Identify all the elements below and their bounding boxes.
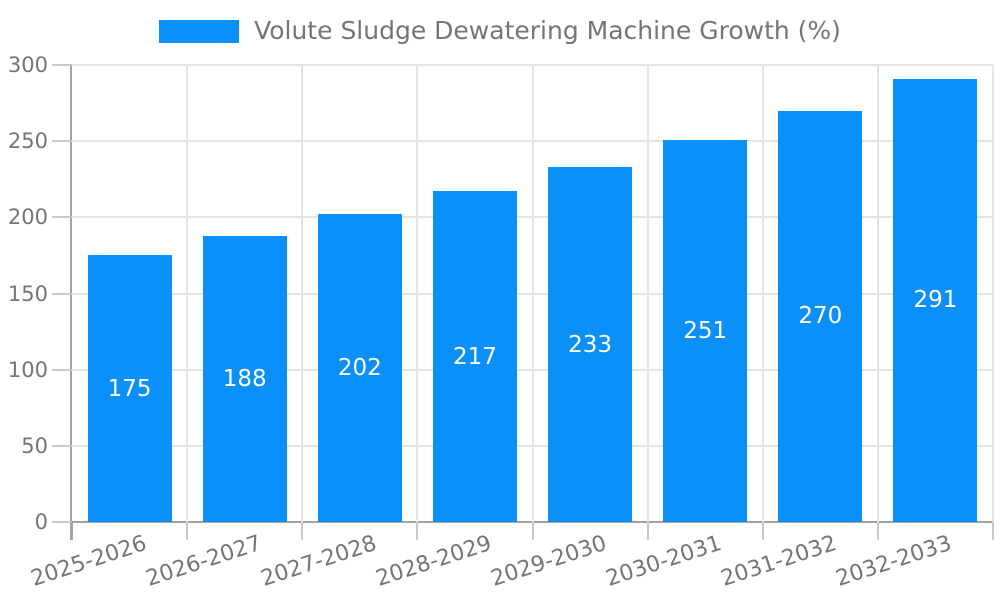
bar-2031-2032[interactable]: 270 bbox=[778, 110, 863, 522]
y-tick-label: 250 bbox=[7, 129, 48, 154]
x-axis-tick bbox=[992, 522, 994, 540]
gridline-vertical bbox=[992, 65, 994, 522]
gridline-vertical bbox=[301, 65, 304, 522]
y-tick-label: 150 bbox=[7, 281, 48, 306]
x-axis-tick bbox=[646, 522, 649, 540]
bar-value-label: 175 bbox=[107, 375, 152, 402]
bar-2027-2028[interactable]: 202 bbox=[317, 214, 402, 522]
bar-2030-2031[interactable]: 251 bbox=[663, 139, 748, 522]
y-axis-tick bbox=[52, 444, 72, 447]
bar-2032-2033[interactable]: 291 bbox=[893, 78, 978, 522]
bar-2029-2030[interactable]: 233 bbox=[548, 167, 633, 522]
bar-value-label: 188 bbox=[222, 365, 267, 392]
y-tick-label: 0 bbox=[34, 510, 48, 534]
y-tick-label: 200 bbox=[7, 205, 48, 230]
gridline-vertical bbox=[876, 65, 879, 522]
y-axis-tick bbox=[52, 521, 72, 523]
gridline-vertical bbox=[186, 65, 189, 522]
y-axis-tick bbox=[52, 64, 72, 66]
bar-2026-2027[interactable]: 188 bbox=[202, 235, 287, 522]
y-axis-tick bbox=[52, 216, 72, 219]
x-axis-tick bbox=[531, 522, 534, 540]
y-axis-tick bbox=[52, 292, 72, 295]
gridline-vertical bbox=[761, 65, 764, 522]
bar-value-label: 251 bbox=[683, 317, 728, 344]
legend-swatch bbox=[159, 19, 240, 43]
bar-value-label: 233 bbox=[568, 331, 613, 358]
y-tick-label: 50 bbox=[21, 433, 48, 458]
legend-label: Volute Sludge Dewatering Machine Growth … bbox=[254, 16, 841, 45]
bar-value-label: 270 bbox=[798, 303, 843, 330]
gridline-vertical bbox=[416, 65, 419, 522]
chart-legend: Volute Sludge Dewatering Machine Growth … bbox=[0, 16, 1000, 46]
x-axis-tick bbox=[186, 522, 189, 540]
x-axis-tick bbox=[761, 522, 764, 540]
legend-item-growth[interactable]: Volute Sludge Dewatering Machine Growth … bbox=[159, 16, 841, 46]
gridline-vertical bbox=[531, 65, 534, 522]
bar-2025-2026[interactable]: 175 bbox=[87, 255, 172, 522]
bar-value-label: 217 bbox=[452, 343, 497, 370]
x-axis-tick bbox=[876, 522, 879, 540]
x-axis-line bbox=[65, 521, 993, 523]
y-axis-tick bbox=[52, 140, 72, 143]
bar-2028-2029[interactable]: 217 bbox=[432, 191, 517, 522]
gridline-vertical bbox=[646, 65, 649, 522]
x-axis-tick bbox=[416, 522, 419, 540]
y-axis-tick bbox=[52, 368, 72, 371]
y-axis-line bbox=[70, 65, 72, 540]
y-tick-label: 100 bbox=[7, 357, 48, 382]
x-axis-tick bbox=[71, 522, 73, 540]
x-axis-tick bbox=[301, 522, 304, 540]
bar-value-label: 202 bbox=[337, 355, 382, 382]
y-tick-label: 300 bbox=[7, 53, 48, 77]
bar-value-label: 291 bbox=[913, 287, 958, 314]
